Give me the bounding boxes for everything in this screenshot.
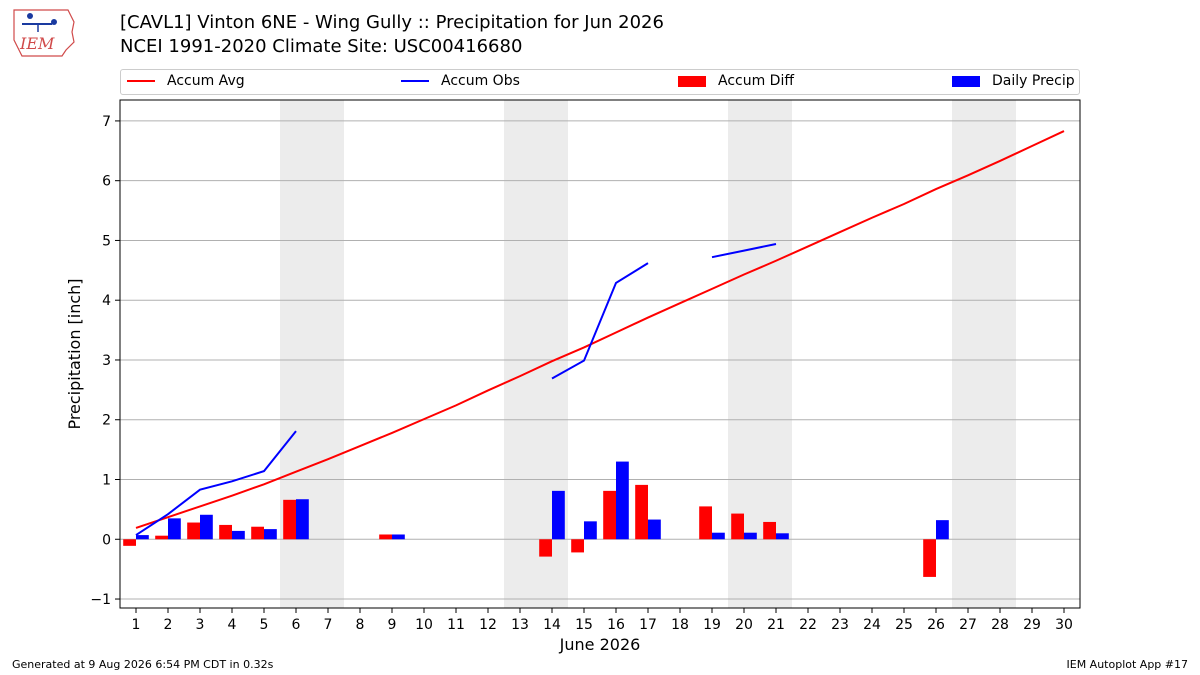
- x-tick-label: 28: [991, 617, 1009, 633]
- legend-swatch-accum-avg: [127, 80, 155, 82]
- accum-obs-line: [711, 243, 777, 259]
- daily-precip-bar: [264, 529, 277, 540]
- x-axis-label: June 2026: [559, 635, 641, 654]
- x-tick-label: 6: [292, 617, 301, 633]
- accum-diff-bar: [763, 521, 776, 540]
- accum-diff-bar: [699, 506, 712, 540]
- chart-title: [CAVL1] Vinton 6NE - Wing Gully :: Preci…: [120, 12, 664, 33]
- accum-diff-bar: [155, 535, 168, 540]
- daily-precip-bar: [744, 532, 757, 540]
- x-tick-label: 2: [164, 617, 173, 633]
- daily-precip-bar: [168, 518, 181, 540]
- daily-precip-bar: [776, 533, 789, 540]
- x-tick-label: 18: [671, 617, 689, 633]
- x-tick-label: 24: [863, 617, 881, 633]
- legend-item-daily-precip: Daily Precip: [952, 73, 1075, 89]
- accum-diff-bar: [379, 534, 392, 540]
- svg-text:IEM: IEM: [19, 34, 55, 53]
- x-tick-label: 20: [735, 617, 753, 633]
- chart-subtitle: NCEI 1991-2020 Climate Site: USC00416680: [120, 36, 523, 57]
- x-tick-label: 10: [415, 617, 433, 633]
- y-tick-label: 7: [102, 114, 111, 130]
- x-tick-label: 26: [927, 617, 945, 633]
- daily-precip-bar: [392, 534, 405, 540]
- sun-icon: [27, 13, 33, 19]
- accum-diff-bar: [603, 490, 616, 540]
- x-tick-label: 3: [196, 617, 205, 633]
- x-tick-label: 21: [767, 617, 785, 633]
- x-tick-label: 25: [895, 617, 913, 633]
- x-tick-label: 30: [1055, 617, 1073, 633]
- daily-precip-bar: [232, 530, 245, 540]
- x-tick-label: 14: [543, 617, 561, 633]
- accum-diff-bar: [539, 539, 552, 557]
- accum-diff-bar: [283, 499, 296, 540]
- accum-obs-line: [551, 262, 649, 380]
- x-tick-label: 19: [703, 617, 721, 633]
- legend-swatch-accum-diff: [678, 75, 706, 87]
- x-tick-label: 16: [607, 617, 625, 633]
- x-tick-label: 4: [228, 617, 237, 633]
- accum-diff-bar: [251, 526, 264, 540]
- legend-label-daily-precip: Daily Precip: [992, 73, 1075, 89]
- accum-obs-line: [135, 430, 297, 536]
- x-tick-label: 12: [479, 617, 497, 633]
- x-tick-label: 22: [799, 617, 817, 633]
- daily-precip-bar: [712, 532, 725, 540]
- accum-diff-bar: [731, 513, 744, 540]
- weekend-band: [952, 100, 1016, 608]
- accum-diff-bar: [123, 539, 136, 546]
- plot-frame: [119, 99, 1081, 609]
- y-axis-label: Precipitation [inch]: [65, 278, 84, 429]
- y-tick-label: 5: [102, 233, 111, 249]
- legend-label-accum-diff: Accum Diff: [718, 73, 795, 89]
- accum-diff-bar: [635, 484, 648, 540]
- footer-app: IEM Autoplot App #17: [1066, 658, 1189, 671]
- daily-precip-bar: [200, 514, 213, 540]
- accum-diff-bar: [187, 522, 200, 540]
- legend-label-accum-avg: Accum Avg: [167, 73, 245, 89]
- legend-label-accum-obs: Accum Obs: [441, 73, 520, 89]
- x-tick-label: 1: [132, 617, 141, 633]
- x-tick-label: 27: [959, 617, 977, 633]
- footer-generated: Generated at 9 Aug 2026 6:54 PM CDT in 0…: [12, 658, 274, 671]
- y-tick-label: 3: [102, 353, 111, 369]
- y-tick-label: 6: [102, 174, 111, 190]
- x-tick-label: 29: [1023, 617, 1041, 633]
- accum-diff-bar: [923, 539, 936, 577]
- y-tick-label: 2: [102, 413, 111, 429]
- daily-precip-bar: [552, 490, 565, 540]
- legend-swatch-daily-precip: [952, 75, 980, 87]
- x-tick-label: 11: [447, 617, 465, 633]
- x-tick-label: 9: [388, 617, 397, 633]
- daily-precip-bar: [616, 461, 629, 540]
- daily-precip-bar: [296, 499, 309, 540]
- x-tick-label: 23: [831, 617, 849, 633]
- x-tick-label: 13: [511, 617, 529, 633]
- legend-swatch-accum-obs: [401, 80, 429, 82]
- accum-diff-bar: [219, 524, 232, 540]
- accum-avg-line: [135, 130, 1065, 529]
- daily-precip-bar: [136, 535, 149, 540]
- y-tick-label: 0: [102, 532, 111, 548]
- chart-legend: Accum Avg Accum Obs Accum Diff Daily Pre…: [120, 69, 1080, 95]
- x-tick-label: 15: [575, 617, 593, 633]
- y-tick-label: −1: [90, 592, 111, 608]
- x-tick-label: 7: [324, 617, 333, 633]
- x-tick-label: 5: [260, 617, 269, 633]
- legend-item-accum-obs: Accum Obs: [401, 73, 520, 89]
- y-tick-label: 4: [102, 293, 111, 309]
- daily-precip-bar: [584, 521, 597, 540]
- daily-precip-bar: [936, 520, 949, 540]
- daily-precip-bar: [648, 519, 661, 540]
- accum-diff-bar: [571, 539, 584, 553]
- y-tick-label: 1: [102, 473, 111, 489]
- x-tick-label: 8: [356, 617, 365, 633]
- iem-logo: IEM: [13, 9, 75, 57]
- legend-item-accum-diff: Accum Diff: [678, 73, 794, 89]
- x-tick-label: 17: [639, 617, 657, 633]
- legend-item-accum-avg: Accum Avg: [127, 73, 245, 89]
